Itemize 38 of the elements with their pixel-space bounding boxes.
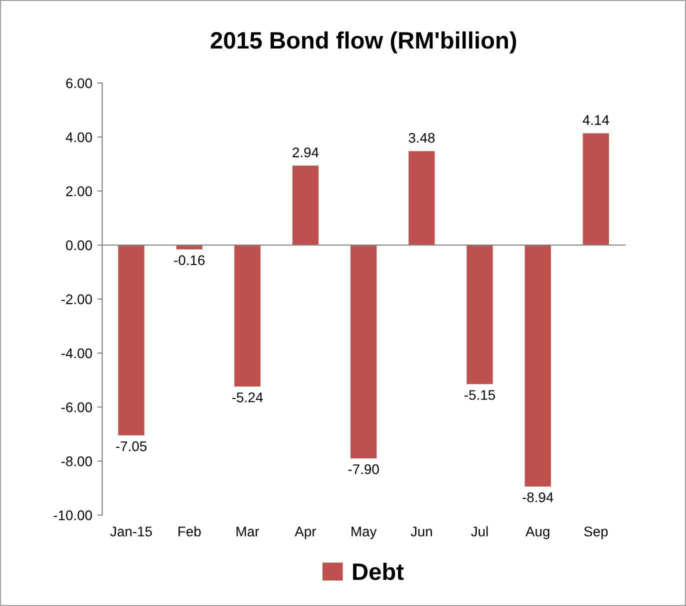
y-tick-label: -6.00 [61, 402, 92, 412]
x-tick-label: Jan-15 [110, 526, 152, 536]
y-tick-label: -8.00 [61, 456, 92, 466]
y-tick-label: 0.00 [66, 240, 92, 250]
x-tick-label: Sep [584, 526, 608, 540]
text: -0.16 [174, 255, 205, 266]
y-tick-label: 6.00 [66, 78, 92, 88]
x-tick-label: Aug [525, 526, 550, 540]
bar [234, 245, 260, 387]
y-tick-label: -2.00 [61, 294, 92, 304]
bar [408, 151, 435, 246]
legend-label: Debt [353, 562, 404, 580]
x-tick-label: Jul [471, 526, 488, 536]
y-tick-label: 4.00 [66, 132, 92, 142]
bar [176, 245, 202, 250]
bar [350, 245, 377, 458]
x-tick-label: Jun [410, 526, 432, 536]
y-tick-label: -10.00 [54, 510, 92, 520]
text: 4.14 [582, 115, 610, 125]
x-tick-label: Mar [236, 526, 260, 536]
text: 2.94 [292, 148, 319, 158]
y-tick-label: -4.00 [61, 348, 92, 358]
text: -8.94 [522, 492, 554, 502]
bar [524, 245, 551, 486]
bar [118, 245, 144, 436]
chart-title: 2015 Bond flow (RM'billion) [210, 31, 516, 54]
bar [292, 166, 319, 246]
text: -5.15 [464, 390, 495, 400]
text: -7.05 [116, 441, 146, 452]
x-tick-label: Feb [178, 526, 201, 536]
text: -5.24 [232, 392, 263, 402]
text: 3.48 [408, 132, 435, 143]
y-tick-label: 2.00 [66, 186, 92, 196]
x-tick-label: Apr [294, 526, 316, 540]
text: -7.90 [348, 464, 379, 474]
bar [466, 245, 493, 384]
x-tick-label: May [352, 526, 377, 540]
bar [582, 133, 609, 246]
